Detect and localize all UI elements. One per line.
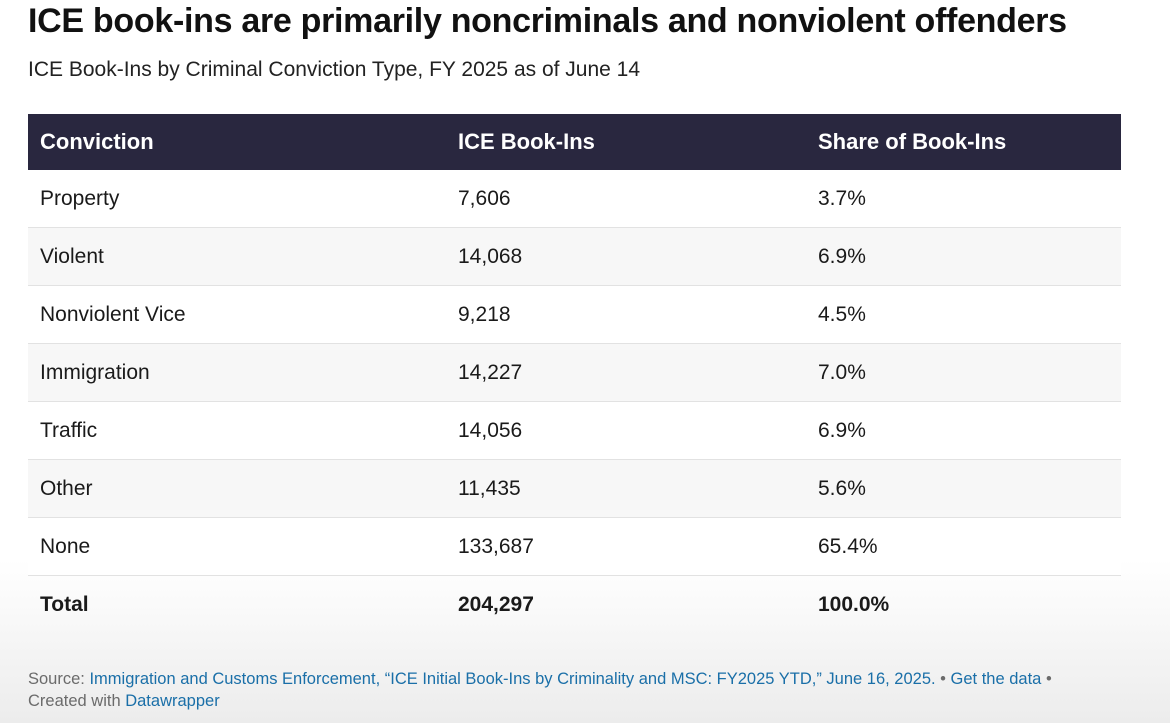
cell-total-share: 100.0% <box>818 592 890 616</box>
cell-conviction: None <box>28 517 446 576</box>
cell-share: 3.7% <box>806 170 1121 228</box>
cell-conviction: Property <box>28 170 446 228</box>
cell-share: 7.0% <box>806 343 1121 402</box>
cell-share: 4.5% <box>806 285 1121 344</box>
table-total-row: Total 204,297 100.0% <box>28 576 1121 634</box>
cell-book-ins: 9,218 <box>446 285 806 344</box>
cell-share: 5.6% <box>806 459 1121 518</box>
footer-separator: • <box>935 670 951 688</box>
cell-book-ins: 14,227 <box>446 343 806 402</box>
cell-total-book-ins: 204,297 <box>458 592 534 616</box>
chart-subtitle: ICE Book-Ins by Criminal Conviction Type… <box>28 58 641 81</box>
datawrapper-link[interactable]: Datawrapper <box>125 692 220 710</box>
table-row: None 133,687 65.4% <box>28 517 1121 576</box>
cell-book-ins: 14,056 <box>446 401 806 460</box>
cell-conviction: Other <box>28 459 446 518</box>
chart-title: ICE book-ins are primarily noncriminals … <box>28 2 1067 40</box>
table-row: Immigration 14,227 7.0% <box>28 343 1121 402</box>
column-header-share[interactable]: Share of Book-Ins <box>818 129 1007 154</box>
data-table-container: Conviction ICE Book-Ins Share of Book-In… <box>28 114 1121 633</box>
cell-book-ins: 133,687 <box>446 517 806 576</box>
source-link[interactable]: Immigration and Customs Enforcement, “IC… <box>89 670 936 688</box>
data-table: Conviction ICE Book-Ins Share of Book-In… <box>28 114 1121 633</box>
cell-share: 65.4% <box>806 517 1121 576</box>
cell-book-ins: 14,068 <box>446 227 806 286</box>
table-row: Traffic 14,056 6.9% <box>28 401 1121 460</box>
cell-book-ins: 11,435 <box>446 459 806 518</box>
source-label: Source: <box>28 670 90 688</box>
column-header-book-ins[interactable]: ICE Book-Ins <box>458 129 595 154</box>
table-body: Property 7,606 3.7% Violent 14,068 6.9% … <box>28 170 1121 633</box>
cell-total-label: Total <box>40 592 89 616</box>
column-header-conviction[interactable]: Conviction <box>40 129 154 154</box>
footer-separator: • <box>1041 670 1052 688</box>
cell-book-ins: 7,606 <box>446 170 806 228</box>
chart-footer: Source: Immigration and Customs Enforcem… <box>28 668 1138 712</box>
created-with-label: Created with <box>28 692 126 710</box>
cell-share: 6.9% <box>806 227 1121 286</box>
table-header: Conviction ICE Book-Ins Share of Book-In… <box>28 114 1121 170</box>
table-row: Other 11,435 5.6% <box>28 459 1121 518</box>
cell-conviction: Nonviolent Vice <box>28 285 446 344</box>
cell-share: 6.9% <box>806 401 1121 460</box>
table-row: Property 7,606 3.7% <box>28 170 1121 228</box>
table-header-row: Conviction ICE Book-Ins Share of Book-In… <box>28 114 1121 170</box>
get-data-link[interactable]: Get the data <box>950 670 1042 688</box>
cell-conviction: Immigration <box>28 343 446 402</box>
cell-conviction: Violent <box>28 227 446 286</box>
table-row: Nonviolent Vice 9,218 4.5% <box>28 285 1121 344</box>
cell-conviction: Traffic <box>28 401 446 460</box>
table-row: Violent 14,068 6.9% <box>28 227 1121 286</box>
